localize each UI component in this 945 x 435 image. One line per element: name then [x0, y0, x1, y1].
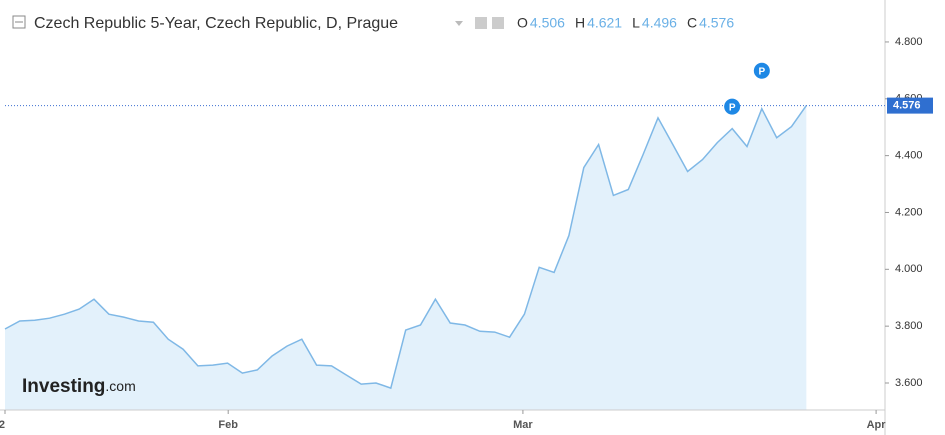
logo-suffix: .com: [105, 378, 135, 394]
settings-icon[interactable]: [492, 17, 504, 29]
line: [4, 105, 807, 390]
last-price-box: [887, 97, 933, 114]
annotation-marker[interactable]: [753, 62, 770, 79]
ohlc-value: 4.506: [530, 15, 565, 31]
y-tick-label: 4.200: [895, 206, 923, 218]
y-tick-label: 4.800: [895, 36, 923, 48]
ohlc-label: L: [632, 15, 640, 31]
ohlc-value: 4.496: [642, 15, 677, 31]
annotation-marker[interactable]: [724, 98, 741, 115]
x-tick-label: 2: [0, 419, 5, 431]
last-price-label: 4.576: [893, 100, 921, 112]
ohlc-label: C: [687, 15, 697, 31]
y-tick-label: 3.600: [895, 377, 923, 389]
y-tick-label: 4.000: [895, 263, 923, 275]
collapse-icon[interactable]: [12, 15, 26, 29]
area: [5, 105, 807, 410]
y-tick-label: 3.800: [895, 320, 923, 332]
x-tick-label: Feb: [218, 419, 238, 431]
x-tick-label: Mar: [513, 419, 533, 431]
ohlc-value: 4.621: [587, 15, 622, 31]
x-tick-label: Apr: [867, 419, 887, 431]
settings-icon[interactable]: [475, 17, 487, 29]
y-tick-label: 4.400: [895, 150, 923, 162]
logo-name: Investing: [22, 376, 105, 397]
annotation-text: P: [758, 66, 765, 77]
ohlc-label: O: [517, 15, 528, 31]
ohlc-label: H: [575, 15, 585, 31]
annotation-text: P: [729, 102, 736, 113]
dropdown-arrow[interactable]: [455, 21, 463, 26]
chart-title: Czech Republic 5-Year, Czech Republic, D…: [34, 15, 398, 32]
logo: Investing.com: [22, 376, 136, 397]
ohlc-value: 4.576: [699, 15, 734, 31]
